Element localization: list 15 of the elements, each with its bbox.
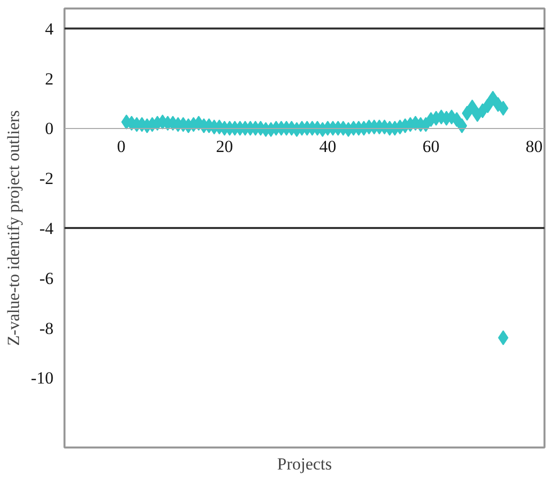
y-axis-title: Z-value-to identify project outliers bbox=[4, 110, 23, 346]
y-tick-label: -6 bbox=[39, 268, 54, 288]
x-tick-label: 0 bbox=[117, 137, 126, 156]
x-axis-title: Projects bbox=[277, 454, 332, 474]
x-tick-label: 20 bbox=[216, 137, 233, 156]
y-tick-label: -8 bbox=[39, 318, 54, 338]
x-tick-label: 80 bbox=[526, 137, 543, 156]
y-tick-label: 0 bbox=[45, 119, 54, 138]
y-tick-label: 2 bbox=[45, 69, 54, 88]
y-tick-label: 4 bbox=[45, 19, 54, 38]
x-tick-label: 60 bbox=[422, 137, 440, 156]
x-tick-label: 40 bbox=[319, 137, 336, 156]
y-tick-label: -10 bbox=[30, 368, 54, 388]
y-tick-label: -2 bbox=[39, 169, 54, 188]
y-tick-label: -4 bbox=[39, 219, 54, 238]
